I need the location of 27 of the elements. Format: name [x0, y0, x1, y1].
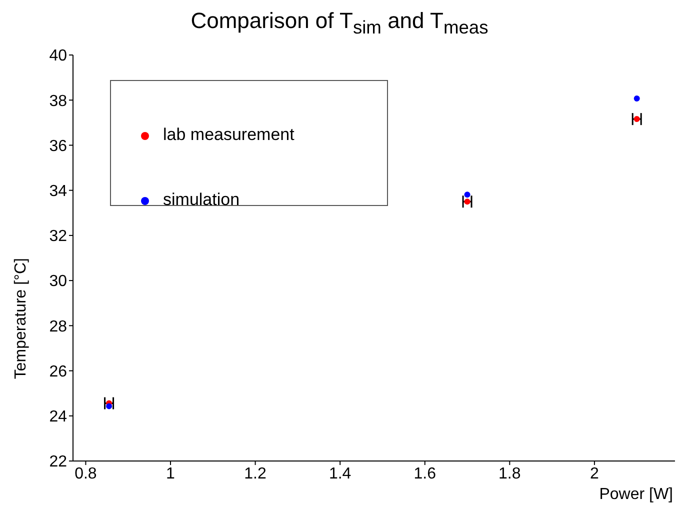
x-tick-label: 1: [166, 465, 176, 482]
y-tick-label: 32: [49, 228, 68, 246]
y-tick-label: 30: [49, 273, 68, 290]
point: [634, 96, 640, 102]
y-tick-label: 22: [49, 454, 68, 471]
point: [634, 116, 640, 122]
y-tick-label: 38: [49, 92, 68, 110]
y-tick-label: 36: [49, 138, 68, 155]
y-tick-label: 28: [49, 318, 68, 336]
y-tick-label: 24: [49, 408, 68, 426]
x-tick-label: 1.4: [328, 465, 352, 482]
x-axis-title: Power [W]: [599, 486, 673, 503]
point: [464, 198, 470, 205]
y-tick-label: 26: [49, 363, 68, 380]
x-tick-label: 0.8: [74, 465, 97, 482]
x-tick-label: 2: [590, 465, 599, 482]
legend-label: lab measurement: [163, 125, 294, 144]
x-tick-label: 1.2: [244, 465, 267, 482]
x-tick-label: 1.8: [498, 465, 521, 482]
point: [464, 192, 470, 198]
y-axis-title: Temperature [°C]: [12, 258, 30, 380]
point: [106, 403, 112, 410]
x-tick-label: 1.6: [414, 465, 436, 482]
chart-title: Comparison of T$_{sim}$ and T$_{meas}$: [190, 8, 490, 38]
legend-label: simulation: [163, 190, 240, 209]
y-tick-label: 40: [49, 48, 68, 65]
y-tick-label: 34: [49, 183, 68, 200]
